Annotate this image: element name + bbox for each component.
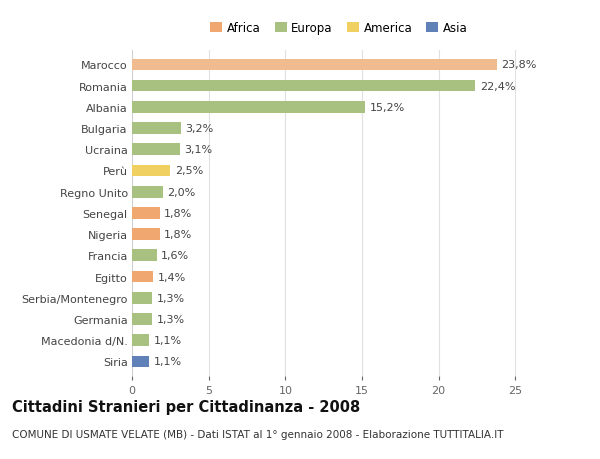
Text: 23,8%: 23,8% — [502, 60, 537, 70]
Bar — [132, 144, 179, 156]
Bar — [132, 165, 170, 177]
Text: 1,3%: 1,3% — [157, 314, 185, 324]
Bar — [132, 60, 497, 71]
Bar — [132, 250, 157, 262]
Text: 1,8%: 1,8% — [164, 208, 193, 218]
Bar — [132, 123, 181, 134]
Bar — [132, 207, 160, 219]
Text: 2,0%: 2,0% — [167, 187, 196, 197]
Text: 3,2%: 3,2% — [185, 124, 214, 134]
Bar — [132, 186, 163, 198]
Bar — [132, 102, 365, 113]
Text: 1,6%: 1,6% — [161, 251, 189, 261]
Text: 1,4%: 1,4% — [158, 272, 187, 282]
Bar — [132, 335, 149, 346]
Text: 15,2%: 15,2% — [370, 103, 405, 112]
Text: Cittadini Stranieri per Cittadinanza - 2008: Cittadini Stranieri per Cittadinanza - 2… — [12, 399, 360, 414]
Text: 1,1%: 1,1% — [154, 336, 182, 345]
Text: 2,5%: 2,5% — [175, 166, 203, 176]
Text: 1,8%: 1,8% — [164, 230, 193, 240]
Bar — [132, 229, 160, 241]
Bar — [132, 356, 149, 367]
Text: 22,4%: 22,4% — [480, 82, 515, 91]
Legend: Africa, Europa, America, Asia: Africa, Europa, America, Asia — [206, 17, 472, 39]
Bar — [132, 271, 154, 283]
Text: 1,3%: 1,3% — [157, 293, 185, 303]
Text: 1,1%: 1,1% — [154, 357, 182, 367]
Text: 3,1%: 3,1% — [184, 145, 212, 155]
Bar — [132, 81, 475, 92]
Bar — [132, 313, 152, 325]
Text: COMUNE DI USMATE VELATE (MB) - Dati ISTAT al 1° gennaio 2008 - Elaborazione TUTT: COMUNE DI USMATE VELATE (MB) - Dati ISTA… — [12, 429, 503, 439]
Bar — [132, 292, 152, 304]
